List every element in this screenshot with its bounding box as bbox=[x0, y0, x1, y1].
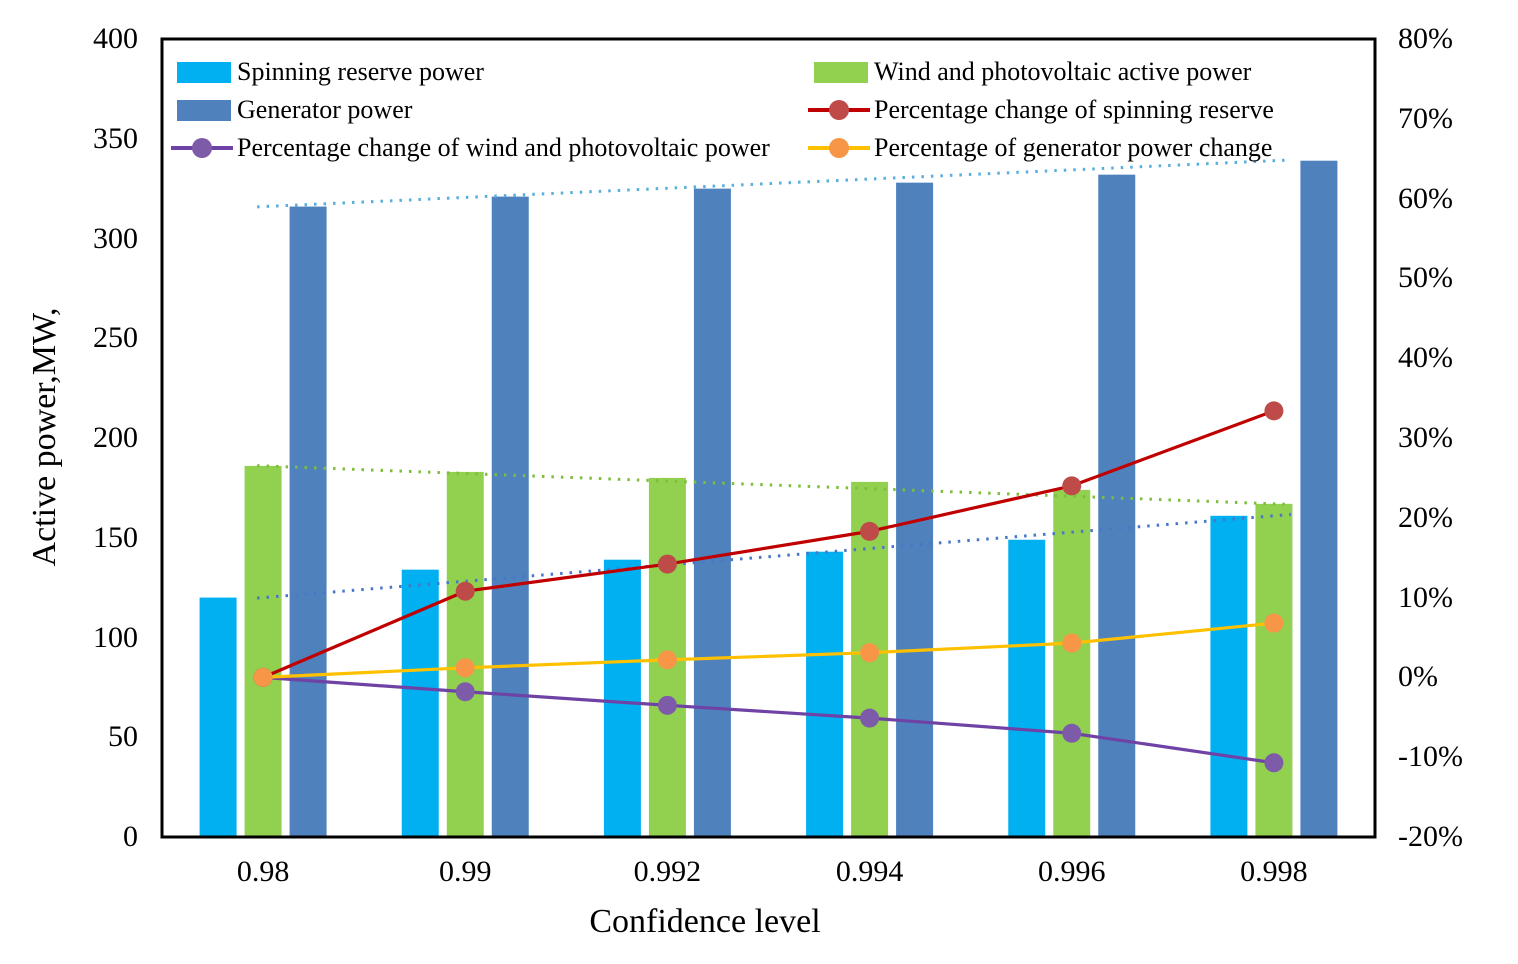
legend-label: Generator power bbox=[237, 95, 413, 124]
bar-spinning-reserve-power bbox=[806, 551, 844, 837]
marker-percentage-change-of-spinning-reserve bbox=[1264, 401, 1284, 421]
y-axis-title: Active power,MW, bbox=[26, 307, 63, 567]
x-axis-tick: 0.996 bbox=[1038, 855, 1106, 888]
bar-generator-power bbox=[1300, 160, 1338, 837]
marker-percentage-change-of-wind-and-photovoltaic-power bbox=[657, 695, 677, 715]
marker-percentage-of-generator-power-change bbox=[1264, 613, 1284, 633]
legend-label: Percentage change of wind and photovolta… bbox=[237, 133, 770, 162]
trendline-generator-power bbox=[257, 158, 1292, 209]
left-axis-tick: 150 bbox=[93, 520, 138, 554]
legend-swatch-spinning-reserve-power bbox=[177, 62, 231, 83]
marker-percentage-of-generator-power-change bbox=[657, 650, 677, 670]
x-axis-tick: 0.99 bbox=[439, 855, 492, 888]
marker-percentage-of-generator-power-change bbox=[253, 667, 273, 687]
marker-percentage-change-of-wind-and-photovoltaic-power bbox=[860, 708, 880, 728]
bar-generator-power bbox=[1098, 174, 1136, 837]
x-axis-title: Confidence level bbox=[589, 903, 821, 940]
right-axis-tick: 40% bbox=[1398, 341, 1453, 375]
marker-percentage-change-of-wind-and-photovoltaic-power bbox=[1264, 753, 1284, 773]
left-axis-tick: 200 bbox=[93, 421, 138, 454]
right-axis-tick: 70% bbox=[1398, 101, 1453, 135]
left-axis-tick: 0 bbox=[123, 820, 138, 853]
x-axis-tick: 0.98 bbox=[236, 855, 290, 888]
marker-percentage-of-generator-power-change bbox=[455, 658, 475, 678]
right-axis-tick: 30% bbox=[1398, 421, 1453, 454]
right-axis-tick: 80% bbox=[1398, 22, 1453, 55]
bar-wind-and-photovoltaic-active-power bbox=[1053, 489, 1091, 837]
legend-label: Spinning reserve power bbox=[237, 57, 484, 86]
left-axis-tick: 300 bbox=[93, 221, 138, 255]
legend-swatch-wind-and-photovoltaic-active-power bbox=[814, 62, 868, 83]
marker-percentage-change-of-wind-and-photovoltaic-power bbox=[1062, 723, 1082, 743]
bar-wind-and-photovoltaic-active-power bbox=[446, 471, 484, 837]
right-axis-tick: 20% bbox=[1398, 500, 1453, 534]
marker-percentage-of-generator-power-change bbox=[860, 643, 880, 663]
left-axis-tick: 350 bbox=[93, 121, 138, 155]
bar-generator-power bbox=[491, 196, 529, 838]
legend-marker-percentage-change-of-spinning-reserve bbox=[829, 100, 849, 120]
line-percentage-change-of-wind-and-photovoltaic-power bbox=[262, 675, 1275, 765]
plot-border bbox=[160, 37, 1377, 839]
trendline-wind-and-photovoltaic-active-power bbox=[257, 464, 1292, 506]
bar-generator-power bbox=[289, 206, 327, 837]
left-axis-tick: 50 bbox=[108, 720, 138, 754]
marker-percentage-change-of-spinning-reserve bbox=[657, 554, 677, 574]
left-axis-tick: 250 bbox=[93, 321, 138, 355]
right-axis-tick: 10% bbox=[1398, 580, 1453, 614]
right-axis-tick: 0% bbox=[1398, 660, 1438, 694]
bar-spinning-reserve-power bbox=[1210, 515, 1248, 837]
bar-wind-and-photovoltaic-active-power bbox=[1255, 503, 1293, 837]
marker-percentage-change-of-spinning-reserve bbox=[455, 581, 475, 601]
bar-spinning-reserve-power bbox=[199, 597, 237, 837]
right-axis-tick: 60% bbox=[1398, 181, 1453, 215]
bar-generator-power bbox=[896, 182, 934, 837]
legend-swatch-generator-power bbox=[177, 100, 231, 121]
right-axis-tick: -20% bbox=[1398, 820, 1463, 853]
marker-percentage-of-generator-power-change bbox=[1062, 633, 1082, 653]
right-axis-tick: 50% bbox=[1398, 261, 1453, 295]
right-axis-tick: -10% bbox=[1398, 740, 1463, 774]
legend-label: Percentage of generator power change bbox=[874, 133, 1273, 162]
trendline-spinning-reserve-power bbox=[256, 512, 1292, 600]
line-percentage-of-generator-power-change bbox=[263, 621, 1275, 679]
legend-label: Wind and photovoltaic active power bbox=[874, 57, 1252, 86]
bar-spinning-reserve-power bbox=[1008, 539, 1046, 837]
marker-percentage-change-of-wind-and-photovoltaic-power bbox=[455, 682, 475, 702]
bar-wind-and-photovoltaic-active-power bbox=[244, 465, 282, 837]
legend-marker-percentage-of-generator-power-change bbox=[829, 138, 849, 158]
legend-marker-percentage-change-of-wind-and-photovoltaic-power bbox=[192, 138, 212, 158]
line-percentage-change-of-spinning-reserve bbox=[262, 409, 1275, 679]
bar-generator-power bbox=[693, 188, 731, 837]
x-axis-tick: 0.994 bbox=[835, 855, 904, 888]
x-axis-tick: 0.992 bbox=[633, 855, 702, 888]
bar-spinning-reserve-power bbox=[603, 559, 641, 837]
legend-label: Percentage change of spinning reserve bbox=[874, 95, 1274, 124]
x-axis-tick: 0.998 bbox=[1240, 855, 1308, 888]
marker-percentage-change-of-spinning-reserve bbox=[1062, 476, 1082, 496]
left-axis-tick: 100 bbox=[93, 620, 138, 654]
marker-percentage-change-of-spinning-reserve bbox=[860, 521, 880, 541]
left-axis-tick: 400 bbox=[93, 22, 138, 55]
